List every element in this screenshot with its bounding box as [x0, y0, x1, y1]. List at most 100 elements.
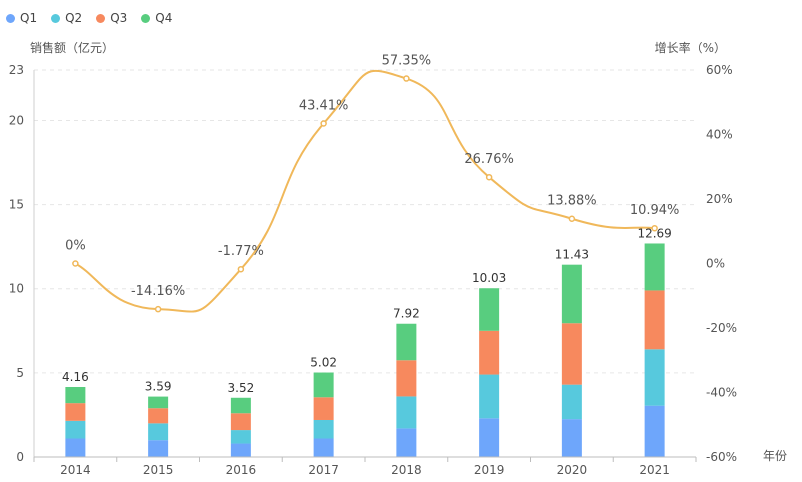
bar-total-label: 3.52 — [228, 381, 255, 395]
bar-total-label: 5.02 — [310, 356, 337, 370]
x-tick-label: 2016 — [226, 463, 257, 477]
x-tick-label: 2017 — [308, 463, 339, 477]
bar-segment-q4 — [479, 288, 500, 331]
bar-segment-q1 — [396, 428, 417, 457]
bar-segment-q2 — [230, 430, 251, 444]
growth-point — [320, 120, 327, 127]
y-tick-label: 23 — [9, 63, 24, 77]
bar-segment-q4 — [65, 387, 86, 404]
legend-marker — [96, 13, 106, 23]
bar-total-label: 10.03 — [472, 271, 506, 285]
legend-item-q2[interactable]: Q2 — [51, 11, 82, 25]
y-axis-title: 销售额（亿元） — [30, 40, 114, 55]
y2-tick-label: -60% — [706, 450, 737, 464]
bar-segment-q1 — [148, 440, 169, 457]
growth-label: 26.76% — [464, 152, 514, 167]
bar-segment-q4 — [396, 323, 417, 361]
bar-segment-q3 — [561, 323, 582, 385]
bar-segment-q1 — [644, 405, 665, 457]
legend-label: Q4 — [155, 11, 173, 25]
y2-tick-label: 40% — [706, 128, 733, 142]
bar-segment-q3 — [644, 290, 665, 350]
bar-segment-q2 — [65, 420, 86, 439]
legend-label: Q3 — [110, 11, 128, 25]
bar-segment-q1 — [479, 418, 500, 457]
bar-segment-q3 — [148, 408, 169, 424]
y-tick-label: 10 — [9, 282, 24, 296]
x-tick-label: 2018 — [391, 463, 422, 477]
bar-segment-q1 — [561, 419, 582, 457]
bar-total-label: 12.69 — [637, 226, 671, 240]
bar-segment-q2 — [148, 423, 169, 441]
x-axis-title: 年份 — [763, 449, 787, 463]
legend-item-q1[interactable]: Q1 — [6, 11, 37, 25]
y-tick-label: 15 — [9, 198, 24, 212]
growth-point — [403, 75, 410, 82]
bar-segment-q3 — [65, 403, 86, 421]
growth-point — [72, 260, 79, 267]
bar-segment-q2 — [479, 374, 500, 419]
growth-point — [651, 224, 658, 232]
growth-label: 57.35% — [382, 54, 432, 69]
bar-segment-q4 — [313, 372, 334, 398]
bar-total-label: 4.16 — [62, 370, 89, 384]
growth-label: 0% — [65, 239, 86, 254]
y2-tick-label: -20% — [706, 321, 737, 335]
bar-segment-q1 — [230, 443, 251, 457]
bar-segment-q2 — [396, 396, 417, 429]
growth-point — [237, 265, 245, 273]
growth-line — [72, 69, 658, 313]
x-tick-label: 2021 — [639, 463, 670, 477]
bar-segment-q4 — [148, 396, 169, 409]
legend-item-q3[interactable]: Q3 — [96, 11, 127, 25]
bar-segment-q2 — [313, 419, 334, 439]
legend-marker — [141, 13, 151, 23]
y2-tick-label: 60% — [706, 63, 733, 77]
y2-tick-label: 20% — [706, 192, 733, 206]
growth-label: 13.88% — [547, 194, 597, 209]
growth-label: -1.77% — [218, 244, 264, 259]
x-tick-label: 2019 — [474, 463, 505, 477]
growth-label: 43.41% — [299, 99, 349, 114]
bar-total-label: 7.92 — [393, 307, 420, 321]
y2-tick-label: 0% — [706, 257, 725, 271]
legend-label: Q1 — [20, 11, 38, 25]
y-tick-label: 0 — [16, 450, 24, 464]
bar-segment-q3 — [230, 413, 251, 431]
growth-label: 10.94% — [630, 203, 680, 218]
legend-marker — [51, 13, 61, 23]
growth-point — [485, 173, 493, 181]
y-tick-label: 5 — [16, 366, 24, 380]
x-tick-label: 2020 — [557, 463, 588, 477]
y2-tick-label: -40% — [706, 386, 737, 400]
bar-segment-q3 — [396, 360, 417, 397]
legend-label: Q2 — [65, 11, 83, 25]
growth-point — [154, 305, 162, 313]
data-labels: 4.16 3.59 3.52 5.02 7.92 10.03 11.43 12.69 0% -14… — [62, 54, 679, 395]
bar-segment-q3 — [479, 330, 500, 375]
bar-segment-q1 — [65, 438, 86, 457]
y-tick-label: 20 — [9, 113, 24, 127]
bar-segment-q2 — [561, 384, 582, 420]
legend-item-q4[interactable]: Q4 — [141, 11, 172, 25]
x-tick-label: 2015 — [143, 463, 174, 477]
bars — [65, 243, 665, 457]
y2-axis-title: 增长率（%） — [655, 40, 726, 55]
grid — [34, 69, 696, 374]
bar-segment-q4 — [644, 243, 665, 291]
bar-segment-q4 — [230, 397, 251, 414]
bar-segment-q1 — [313, 438, 334, 457]
bar-segment-q4 — [561, 264, 582, 324]
bar-total-label: 3.59 — [145, 380, 172, 394]
growth-line-path — [74, 69, 655, 313]
bar-segment-q2 — [644, 349, 665, 406]
growth-label: -14.16% — [131, 284, 185, 299]
x-tick-label: 2014 — [60, 463, 91, 477]
bar-total-label: 11.43 — [555, 248, 589, 262]
bar-segment-q3 — [313, 397, 334, 420]
legend-marker — [6, 13, 15, 23]
growth-point — [568, 215, 576, 222]
legend: Q1 Q2 Q3 Q4 — [6, 11, 186, 25]
